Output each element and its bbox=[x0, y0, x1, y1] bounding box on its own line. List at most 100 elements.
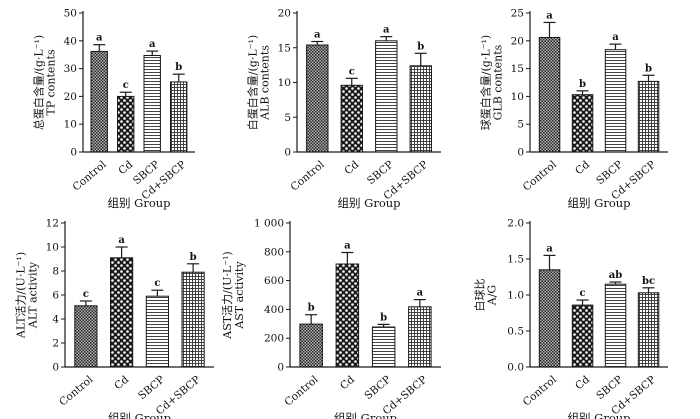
glb-bar-1 bbox=[571, 94, 594, 153]
ag-sig-letter-0: a bbox=[546, 243, 553, 254]
tp-y-tick-label-5: 50 bbox=[64, 8, 77, 20]
alb-y-label-en: ALB contents bbox=[259, 45, 272, 121]
alb-y-label-cn: 白蛋白含量/(g·L⁻¹) bbox=[246, 35, 260, 130]
alt-sig-letter-1: a bbox=[118, 235, 125, 246]
glb-y-label-en: GLB contents bbox=[492, 44, 505, 120]
tp-y-label-cn: 总蛋白含量/(g·L⁻¹) bbox=[32, 35, 46, 130]
ag-y-tick-label-3: 1.5 bbox=[507, 254, 524, 266]
alt-y-label-en: ALT activity bbox=[27, 261, 40, 329]
ast-x-axis-title: 组别 Group bbox=[334, 411, 397, 419]
alt-y-tick-label-1: 2 bbox=[52, 338, 59, 350]
glb-y-tick-label-0: 0 bbox=[517, 147, 524, 159]
tp-y-tick-label-4: 40 bbox=[64, 35, 77, 47]
glb-x-tick-label-0: Control bbox=[521, 158, 560, 193]
tp-sig-letter-2: a bbox=[149, 39, 156, 50]
ast-sig-letter-2: b bbox=[380, 312, 387, 323]
ast-bar-0 bbox=[299, 323, 323, 368]
tp-sig-letter-3: b bbox=[175, 62, 182, 73]
glb-x-tick-label-1: Cd bbox=[573, 158, 592, 177]
alb-x-tick-label-1: Cd bbox=[342, 158, 361, 177]
tp-x-tick-label-0: Control bbox=[70, 158, 109, 193]
alt-y-tick-label-4: 8 bbox=[52, 266, 59, 278]
ag-bar-1 bbox=[571, 304, 594, 368]
ast-y-tick-label-0: 0 bbox=[277, 362, 284, 374]
ag-bar-2 bbox=[604, 283, 627, 368]
alt-bar-2 bbox=[145, 295, 170, 368]
alb-bar-1 bbox=[340, 84, 364, 153]
alt-x-tick-label-2: SBCP bbox=[136, 374, 167, 403]
glb-y-tick-label-4: 20 bbox=[511, 35, 524, 47]
ast-y-label-en: AST activity bbox=[233, 261, 246, 330]
alb-sig-letter-0: a bbox=[314, 29, 321, 40]
alt-x-axis-title: 组别 Group bbox=[108, 411, 171, 419]
alb-sig-letter-1: c bbox=[349, 66, 355, 77]
tp-bar-0 bbox=[90, 50, 108, 153]
ast-sig-letter-3: a bbox=[417, 288, 424, 299]
glb-bar-2 bbox=[604, 49, 627, 153]
alb-x-axis-title: 组别 Group bbox=[337, 196, 400, 210]
alt-y-tick-label-0: 0 bbox=[52, 362, 59, 374]
ast-y-label-cn: AST活力/(U·L⁻¹) bbox=[221, 251, 234, 339]
alb-bar-0 bbox=[306, 44, 329, 153]
ag-bar-0 bbox=[538, 269, 561, 368]
ast-x-tick-label-1: Cd bbox=[338, 373, 357, 392]
ast-y-tick-label-3: 600 bbox=[264, 275, 284, 287]
ag-sig-letter-1: c bbox=[579, 288, 585, 299]
alt-sig-letter-0: c bbox=[83, 289, 89, 300]
alt-y-tick-label-2: 4 bbox=[52, 314, 59, 326]
ag-y-tick-label-2: 1.0 bbox=[507, 290, 524, 302]
tp-x-tick-label-1: Cd bbox=[116, 158, 135, 177]
ag-panel: aControlcCdabSBCPbcCd+SBCP0.00.51.01.52.… bbox=[472, 218, 668, 419]
tp-y-tick-label-0: 0 bbox=[70, 147, 77, 159]
ast-sig-letter-0: b bbox=[308, 303, 315, 314]
tp-sig-letter-1: c bbox=[123, 80, 129, 91]
alt-x-tick-label-0: Control bbox=[57, 373, 96, 408]
alt-y-tick-label-5: 10 bbox=[46, 242, 59, 254]
glb-x-axis-title: 组别 Group bbox=[567, 196, 630, 210]
glb-y-tick-label-2: 10 bbox=[511, 91, 524, 103]
alt-bar-0 bbox=[74, 305, 98, 368]
alb-panel: aControlcCdaSBCPbCd+SBCP05101520白蛋白含量/(g… bbox=[246, 8, 441, 210]
alb-y-tick-label-3: 15 bbox=[278, 42, 291, 54]
glb-y-label-cn: 球蛋白含量/(g·L⁻¹) bbox=[479, 35, 493, 130]
tp-x-axis-title: 组别 Group bbox=[107, 196, 170, 210]
glb-bar-3 bbox=[637, 80, 660, 153]
ast-bar-1 bbox=[335, 263, 360, 368]
glb-panel: aControlbCdaSBCPbCd+SBCP0510152025球蛋白含量/… bbox=[479, 8, 668, 210]
glb-sig-letter-1: b bbox=[579, 79, 586, 90]
alb-x-tick-label-2: SBCP bbox=[365, 159, 396, 188]
tp-panel: aControlcCdaSBCPbCd+SBCP01020304050总蛋白含量… bbox=[32, 8, 195, 210]
ag-y-label-en: A/G bbox=[485, 285, 498, 306]
alt-panel: cControlaCdcSBCPbCd+SBCP024681012ALT活力/(… bbox=[15, 218, 214, 419]
alt-sig-letter-2: c bbox=[154, 278, 160, 289]
alb-bar-3 bbox=[409, 65, 433, 153]
glb-y-tick-label-3: 15 bbox=[511, 63, 524, 75]
glb-sig-letter-0: a bbox=[546, 10, 553, 21]
glb-sig-letter-3: b bbox=[645, 63, 652, 74]
glb-y-tick-label-5: 25 bbox=[511, 8, 524, 20]
ast-y-tick-label-5: 1 000 bbox=[254, 218, 284, 230]
alt-x-tick-label-1: Cd bbox=[112, 373, 131, 392]
alb-sig-letter-2: a bbox=[383, 25, 390, 36]
tp-sig-letter-0: a bbox=[96, 33, 103, 44]
ast-y-tick-label-2: 400 bbox=[264, 304, 284, 316]
ast-bar-3 bbox=[408, 306, 432, 368]
alt-sig-letter-3: b bbox=[190, 252, 197, 263]
alb-bar-2 bbox=[375, 40, 398, 153]
tp-y-tick-label-2: 20 bbox=[64, 91, 77, 103]
ag-x-tick-label-1: Cd bbox=[573, 373, 592, 392]
alb-y-tick-label-1: 5 bbox=[284, 112, 291, 124]
tp-y-tick-label-1: 10 bbox=[64, 119, 77, 131]
tp-bar-1 bbox=[117, 95, 135, 153]
alt-bar-1 bbox=[110, 257, 134, 368]
tp-bar-2 bbox=[143, 55, 161, 153]
ast-y-tick-label-1: 200 bbox=[264, 333, 284, 345]
alt-y-label-cn: ALT活力/(U·L⁻¹) bbox=[15, 252, 28, 339]
tp-y-label-en: TP contents bbox=[45, 49, 58, 116]
ag-y-label-cn: 白球比 bbox=[472, 279, 486, 312]
glb-y-tick-label-1: 5 bbox=[517, 119, 524, 131]
alt-bar-3 bbox=[181, 271, 205, 368]
ag-bar-3 bbox=[637, 292, 660, 368]
ast-sig-letter-1: a bbox=[344, 241, 351, 252]
alb-y-tick-label-4: 20 bbox=[278, 8, 291, 20]
